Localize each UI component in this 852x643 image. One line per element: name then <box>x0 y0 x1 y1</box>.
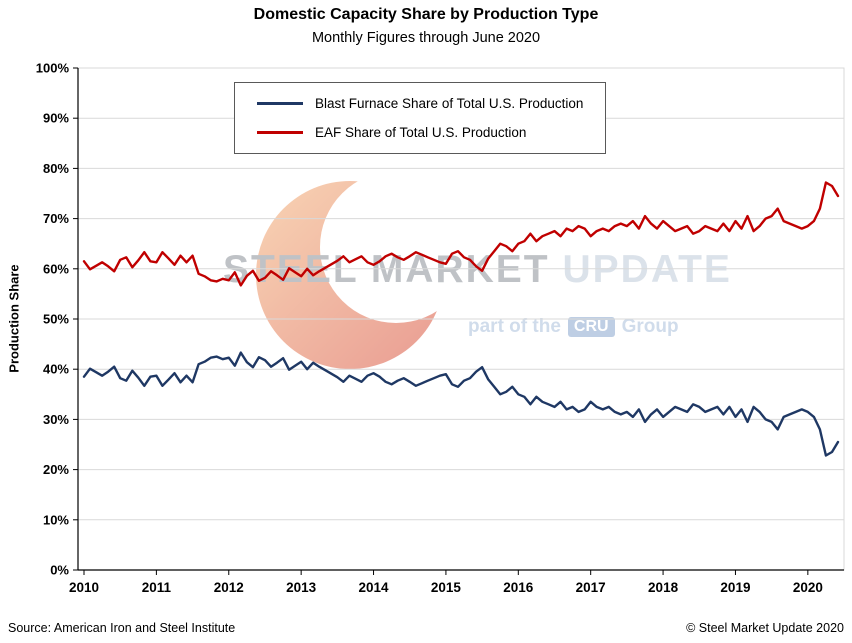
y-tick-label: 20% <box>43 462 69 477</box>
y-tick-label: 70% <box>43 211 69 226</box>
x-tick-label: 2012 <box>214 580 244 595</box>
legend-label-blast-furnace: Blast Furnace Share of Total U.S. Produc… <box>315 96 584 111</box>
x-tick-label: 2017 <box>576 580 606 595</box>
x-tick-label: 2015 <box>431 580 462 595</box>
x-tick-label: 2020 <box>793 580 823 595</box>
eaf-line-swatch <box>257 131 303 134</box>
y-tick-label: 100% <box>36 61 70 76</box>
x-tick-label: 2018 <box>648 580 679 595</box>
x-tick-label: 2013 <box>286 580 317 595</box>
x-tick-label: 2019 <box>720 580 750 595</box>
legend-item-eaf: EAF Share of Total U.S. Production <box>257 125 583 140</box>
chart-subtitle: Monthly Figures through June 2020 <box>311 30 541 46</box>
y-tick-label: 50% <box>43 312 69 327</box>
source-note: Source: American Iron and Steel Institut… <box>8 621 236 635</box>
legend: Blast Furnace Share of Total U.S. Produc… <box>234 82 607 154</box>
eaf-series-line <box>82 181 840 287</box>
y-tick-label: 30% <box>43 412 69 427</box>
x-tick-label: 2016 <box>503 580 534 595</box>
blast-furnace-series-line <box>82 351 840 457</box>
legend-label-eaf: EAF Share of Total U.S. Production <box>315 125 527 140</box>
y-tick-label: 90% <box>43 111 69 126</box>
legend-item-blast-furnace: Blast Furnace Share of Total U.S. Produc… <box>257 96 583 111</box>
y-tick-label: 40% <box>43 362 69 377</box>
y-tick-label: 10% <box>43 512 69 527</box>
y-tick-label: 80% <box>43 161 69 176</box>
chart-title: Domestic Capacity Share by Production Ty… <box>253 6 599 23</box>
y-tick-label: 60% <box>43 261 69 276</box>
y-tick-label: 0% <box>50 563 69 578</box>
x-tick-label: 2014 <box>359 580 390 595</box>
x-tick-label: 2010 <box>69 580 99 595</box>
blast-furnace-line-swatch <box>257 102 303 105</box>
copyright-note: © Steel Market Update 2020 <box>686 621 844 635</box>
x-tick-label: 2011 <box>142 580 172 595</box>
